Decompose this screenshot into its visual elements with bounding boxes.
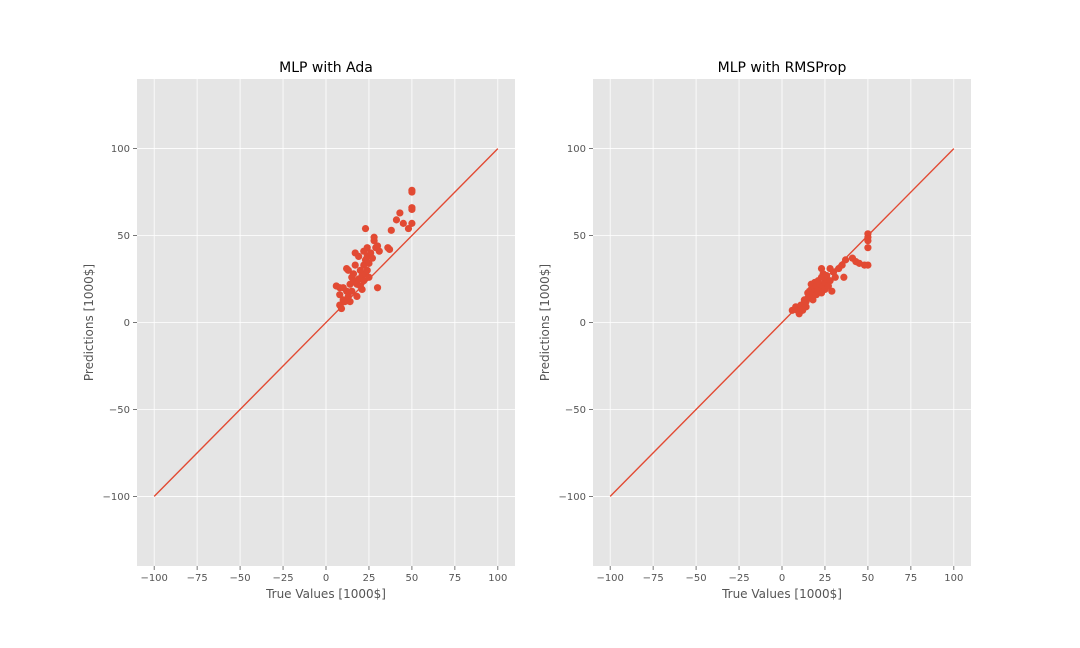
data-point <box>336 291 344 299</box>
x-tick-label: −25 <box>272 573 293 584</box>
data-point <box>348 287 356 295</box>
data-point <box>346 298 354 306</box>
data-point <box>341 298 349 306</box>
data-point <box>802 303 810 311</box>
data-point <box>864 261 872 269</box>
data-point <box>841 256 850 264</box>
reference-line <box>153 148 499 497</box>
x-tick-label: −100 <box>140 573 167 584</box>
y-tick-label: −50 <box>565 405 586 416</box>
data-point <box>399 219 407 227</box>
y-tick-label: 50 <box>573 231 586 242</box>
x-tick-label: −75 <box>187 573 208 584</box>
chart-rmsprop: −100 −75 −50 −25 0 25 50 75 100 −100 −50 0 50 100 ML… <box>538 60 971 601</box>
x-ticks-rmsprop: −100 −75 −50 −25 0 25 50 75 100 <box>596 566 963 584</box>
x-tick-label: 50 <box>862 573 875 584</box>
data-point <box>370 233 378 241</box>
data-point <box>355 252 363 261</box>
gridlines-ada <box>137 79 515 566</box>
data-point <box>363 266 371 274</box>
y-ticks-ada: −100 −50 0 50 100 <box>103 144 137 503</box>
data-point <box>358 285 366 294</box>
y-axis-label-rmsprop: Predictions [1000$] <box>538 264 552 381</box>
data-point <box>363 244 371 252</box>
data-point <box>344 266 352 274</box>
data-point <box>826 277 834 285</box>
y-tick-label: −100 <box>559 492 586 503</box>
x-tick-label: 75 <box>448 573 461 584</box>
chart-ada: −100 −75 −50 −25 0 25 50 75 100 −100 −50 0 50 100 ML… <box>82 60 515 601</box>
data-point <box>838 261 846 269</box>
x-tick-label: 25 <box>363 573 376 584</box>
x-tick-label: −75 <box>643 573 664 584</box>
x-tick-label: 0 <box>779 573 785 584</box>
points-ada <box>332 186 416 313</box>
data-point <box>365 273 373 281</box>
y-tick-label: 100 <box>567 144 586 155</box>
data-point <box>361 224 370 233</box>
data-point <box>375 247 383 255</box>
reference-line-ada <box>153 148 499 497</box>
x-tick-label: 50 <box>406 573 419 584</box>
data-point <box>387 226 395 234</box>
data-point <box>353 292 361 301</box>
x-axis-label-ada: True Values [1000$] <box>265 587 386 601</box>
x-tick-label: 100 <box>944 573 963 584</box>
x-ticks-ada: −100 −75 −50 −25 0 25 50 75 100 <box>140 566 507 584</box>
data-point <box>351 261 359 269</box>
x-tick-label: −50 <box>686 573 707 584</box>
y-tick-label: −50 <box>109 405 130 416</box>
data-point <box>831 273 839 281</box>
y-tick-label: 100 <box>111 144 130 155</box>
x-tick-label: −100 <box>596 573 623 584</box>
chart-title-rmsprop: MLP with RMSProp <box>718 60 847 76</box>
y-tick-label: −100 <box>103 492 130 503</box>
points-rmsprop <box>788 230 872 318</box>
x-tick-label: 100 <box>488 573 507 584</box>
data-point <box>396 209 404 217</box>
data-point <box>864 244 872 252</box>
data-point <box>373 284 382 292</box>
y-axis-label-ada: Predictions [1000$] <box>82 264 96 381</box>
data-point <box>385 245 394 254</box>
data-point <box>809 296 817 304</box>
data-point <box>864 230 872 238</box>
data-point <box>349 270 358 278</box>
x-tick-label: −25 <box>728 573 749 584</box>
chart-title-ada: MLP with Ada <box>279 60 373 76</box>
data-point <box>828 287 836 295</box>
data-point <box>408 188 416 196</box>
reference-line <box>609 148 955 497</box>
data-point <box>840 273 848 281</box>
y-tick-label: 0 <box>580 318 586 329</box>
data-point <box>337 304 346 313</box>
y-ticks-rmsprop: −100 −50 0 50 100 <box>559 144 593 503</box>
x-tick-label: 75 <box>904 573 917 584</box>
reference-line-rmsprop <box>609 148 955 497</box>
data-point <box>404 224 413 233</box>
y-tick-label: 0 <box>124 318 130 329</box>
data-point <box>392 216 401 224</box>
y-tick-label: 50 <box>117 231 130 242</box>
x-axis-label-rmsprop: True Values [1000$] <box>721 587 842 601</box>
x-tick-label: 0 <box>323 573 329 584</box>
x-tick-label: −50 <box>230 573 251 584</box>
data-point <box>365 259 373 267</box>
data-point <box>360 277 368 285</box>
data-point <box>368 254 376 262</box>
x-tick-label: 25 <box>819 573 832 584</box>
data-point <box>408 219 416 227</box>
data-point <box>408 204 416 212</box>
